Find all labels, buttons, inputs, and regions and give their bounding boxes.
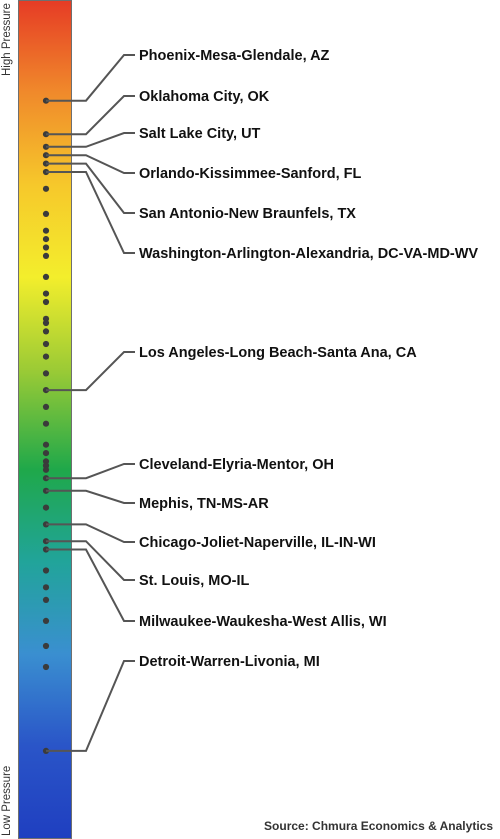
leader-line [46,489,135,504]
metro-dot [42,319,50,327]
metro-dot [42,441,50,448]
metro-dot [42,403,50,410]
leader-line [46,132,135,148]
leader-line [46,540,135,581]
city-label: Orlando-Kissimmee-Sanford, FL [139,166,362,182]
pressure-scale-bar [18,0,72,839]
metro-dot [42,252,50,259]
city-label: Washington-Arlington-Alexandria, DC-VA-M… [139,246,478,262]
city-label: Cleveland-Elyria-Mentor, OH [139,457,334,473]
metro-dot [42,353,50,360]
city-label: St. Louis, MO-IL [139,573,249,589]
leader-line [46,463,135,480]
metro-dot [42,328,50,335]
metro-dot [42,584,50,591]
leader-line [46,95,135,136]
leader-line [46,548,135,622]
city-label: Chicago-Joliet-Naperville, IL-IN-WI [139,535,376,551]
leader-line [46,171,135,254]
metro-dot [42,663,50,671]
metro-dot [42,420,50,427]
metro-dot [42,236,50,243]
metro-dot [42,340,50,348]
metro-dot [42,596,50,604]
city-label: Phoenix-Mesa-Glendale, AZ [139,48,330,64]
leader-line [46,54,135,102]
source-note: Source: Chmura Economics & Analytics [264,819,493,833]
metro-dot [42,504,50,511]
metro-dot [42,466,50,473]
leader-line [46,523,135,543]
city-label: Mephis, TN-MS-AR [139,496,269,512]
metro-dot [42,642,50,650]
leader-line [46,154,135,174]
metro-dot [42,273,50,280]
pressure-gradient [19,1,71,838]
metro-dot [42,298,50,306]
leader-line [46,162,135,214]
city-label: San Antonio-New Braunfels, TX [139,206,356,222]
metro-dot [42,244,50,251]
metro-dot [42,617,50,625]
city-label: Detroit-Warren-Livonia, MI [139,654,320,670]
metro-dot [42,370,50,377]
city-label: Salt Lake City, UT [139,126,261,142]
metro-dot [42,567,50,574]
leader-line [46,351,135,392]
metro-dot [42,227,50,234]
metro-dot [42,210,50,217]
city-label: Oklahoma City, OK [139,89,270,105]
metro-dot [42,290,50,297]
metro-dot [42,185,50,192]
city-label: Los Angeles-Long Beach-Santa Ana, CA [139,345,417,361]
metro-dot [42,450,50,457]
city-label: Milwaukee-Waukesha-West Allis, WI [139,614,387,630]
leader-line [46,660,135,752]
